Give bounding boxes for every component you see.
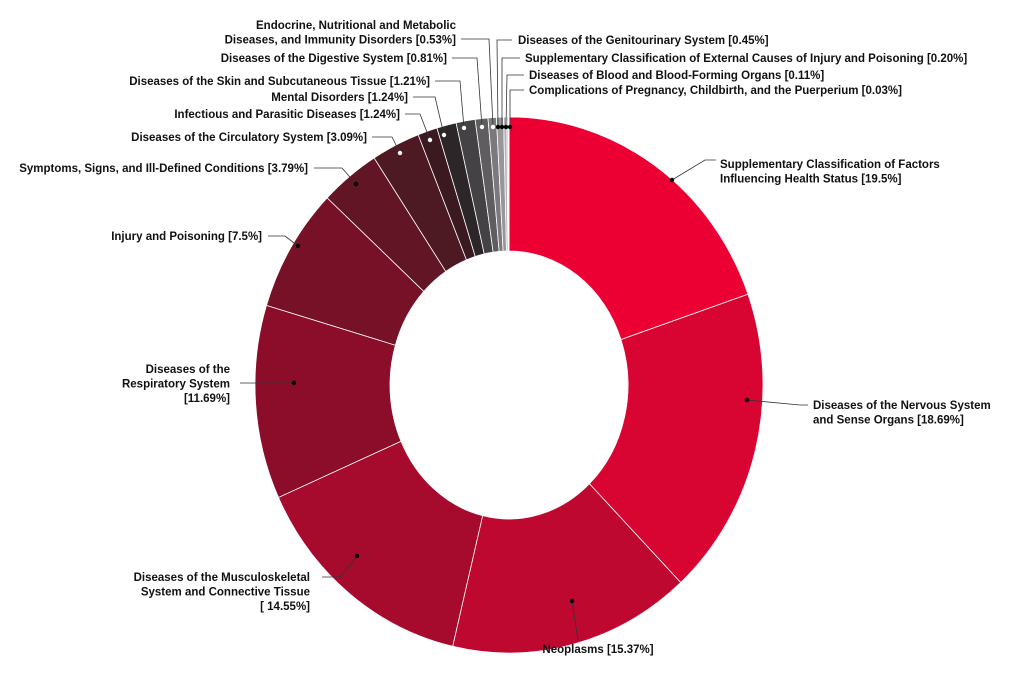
- slice-label-line: Supplementary Classification of Factors: [720, 159, 940, 171]
- slice-label: Diseases of the Genitourinary System [0.…: [518, 35, 769, 47]
- slice-label: Complications of Pregnancy, Childbirth, …: [529, 85, 902, 97]
- slice-label: Neoplasms [15.37%]: [542, 644, 653, 656]
- leader-dot: [480, 125, 484, 129]
- slice-label: Symptoms, Signs, and Ill-Defined Conditi…: [19, 163, 308, 175]
- slice-label-line: Symptoms, Signs, and Ill-Defined Conditi…: [19, 163, 308, 175]
- slice-label: Diseases of the Musculoskeletal System an…: [134, 572, 311, 613]
- leader-dot: [496, 125, 500, 129]
- leader-dot: [442, 133, 446, 137]
- leader-line: [461, 39, 493, 127]
- slice-label-line: Mental Disorders [1.24%]: [271, 92, 408, 104]
- leader-dot: [670, 178, 674, 182]
- leader-dot: [398, 151, 402, 155]
- slice-label: Mental Disorders [1.24%]: [271, 92, 408, 104]
- slice-label: Diseases of the Circulatory System [3.09…: [131, 132, 367, 144]
- slice-label-line: Infectious and Parasitic Diseases [1.24%…: [174, 109, 400, 121]
- leader-dot: [354, 182, 358, 186]
- leader-line: [672, 160, 716, 180]
- slice-label-line: and Sense Organs [18.69%]: [813, 415, 964, 427]
- leader-line: [435, 81, 464, 128]
- slice-label: Diseases of the Nervous System and Sense …: [813, 400, 991, 427]
- slice-label-line: Diseases of the Circulatory System [3.09…: [131, 132, 367, 144]
- slice-label-line: Diseases of Blood and Blood-Forming Orga…: [529, 70, 824, 82]
- slice-label: Supplementary Classification of Factors I…: [720, 159, 940, 186]
- leader-line: [452, 58, 482, 127]
- slice-label-line: Diseases of the Nervous System: [813, 400, 991, 412]
- slice-label-line: Diseases of the Skin and Subcutaneous Ti…: [129, 76, 430, 88]
- slices: [255, 117, 763, 653]
- slice-label-line: Influencing Health Status [19.5%]: [720, 174, 902, 186]
- slice-label-line: Diseases of the Digestive System [0.81%]: [221, 53, 447, 65]
- slice-label-line: Diseases of the Genitourinary System [0.…: [518, 35, 769, 47]
- slice-label: Endocrine, Nutritional and Metabolic Dise…: [225, 20, 457, 47]
- donut-slice: [509, 117, 748, 340]
- slice-label-line: Complications of Pregnancy, Childbirth, …: [529, 85, 902, 97]
- slice-label: Infectious and Parasitic Diseases [1.24%…: [174, 109, 400, 121]
- slice-label-line: Supplementary Classification of External…: [525, 53, 967, 65]
- leader-dot: [491, 125, 495, 129]
- leader-dot: [355, 554, 359, 558]
- slice-label-line: Injury and Poisoning [7.5%]: [111, 231, 262, 243]
- leader-dot: [428, 138, 432, 142]
- leader-dot: [570, 599, 574, 603]
- slice-label: Diseases of Blood and Blood-Forming Orga…: [529, 70, 824, 82]
- leader-dot: [745, 398, 749, 402]
- slice-label: Diseases of the Skin and Subcutaneous Ti…: [129, 76, 430, 88]
- slice-label-line: [11.69%]: [184, 393, 230, 405]
- slice-label-line: Endocrine, Nutritional and Metabolic: [256, 20, 457, 32]
- leader-dot: [504, 125, 508, 129]
- slice-label-line: Diseases of the Musculoskeletal: [134, 572, 310, 584]
- slice-label-line: Neoplasms [15.37%]: [542, 644, 653, 656]
- slice-label-line: Respiratory System: [122, 379, 230, 391]
- leader-dot: [296, 244, 300, 248]
- slice-label-line: Diseases of the: [146, 364, 230, 376]
- slice-label: Diseases of the Respiratory System [11.69%…: [122, 364, 230, 405]
- slice-label-line: [ 14.55%]: [260, 601, 310, 613]
- leader-dot: [508, 125, 512, 129]
- slice-label-line: Diseases, and Immunity Disorders [0.53%]: [225, 35, 457, 47]
- leader-dot: [462, 126, 466, 130]
- slice-label: Supplementary Classification of External…: [525, 53, 967, 65]
- slice-label-line: System and Connective Tissue: [141, 587, 310, 599]
- leader-dot: [500, 125, 504, 129]
- slice-label: Diseases of the Digestive System [0.81%]: [221, 53, 447, 65]
- leader-dot: [292, 381, 296, 385]
- slice-label: Injury and Poisoning [7.5%]: [111, 231, 262, 243]
